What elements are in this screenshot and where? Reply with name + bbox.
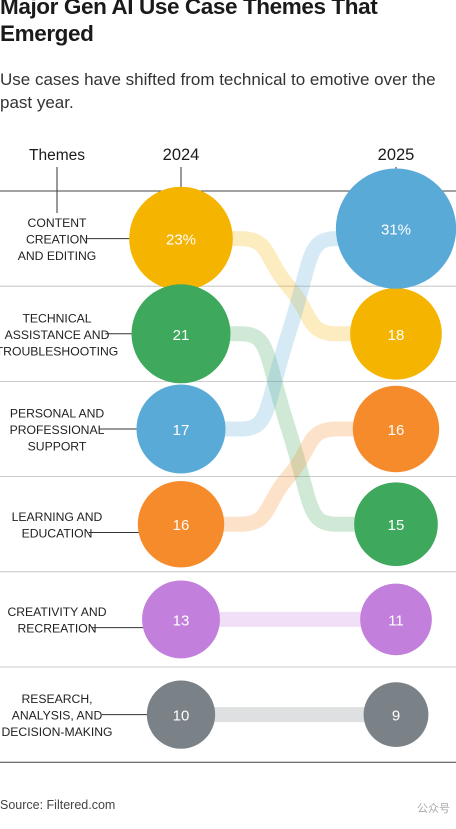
value-2025-content-creation: 18 xyxy=(388,327,405,344)
chart-title: Major Gen AI Use Case Themes That Emerge… xyxy=(0,0,378,46)
value-2024-content-creation: 23% xyxy=(166,232,196,249)
chart-subtitle: Use cases have shifted from technical to… xyxy=(0,70,436,112)
bubble-2025-learning-education xyxy=(352,385,440,473)
watermark: 公众号 xyxy=(417,803,450,815)
value-2025-personal-support: 31% xyxy=(381,222,411,239)
connector-technical-assistance xyxy=(173,326,404,532)
value-2024-learning-education: 16 xyxy=(173,517,190,534)
value-2025-creativity-recreation: 11 xyxy=(388,612,404,629)
value-2024-technical-assistance: 21 xyxy=(173,327,190,344)
row-label-content-creation: CONTENT CREATION AND EDITING xyxy=(18,216,97,263)
value-2025-learning-education: 16 xyxy=(388,422,405,439)
bubble-2024-content-creation xyxy=(129,186,233,291)
row-label-research-analysis: RESEARCH, ANALYSIS, AND DECISION-MAKING xyxy=(1,692,112,739)
bubble-2025-personal-support xyxy=(335,168,456,289)
header-themes: Themes xyxy=(29,147,85,164)
row-label-creativity-recreation: CREATIVITY AND RECREATION xyxy=(7,605,106,636)
row-label-personal-support: PERSONAL AND PROFESSIONAL SUPPORT xyxy=(10,407,105,454)
bubble-2024-creativity-recreation xyxy=(142,580,220,659)
bubble-2024-learning-education xyxy=(137,481,225,568)
connector-personal-support xyxy=(173,231,404,437)
value-2025-technical-assistance: 15 xyxy=(388,517,405,534)
bubble-2024-personal-support xyxy=(136,384,226,474)
header-2024: 2024 xyxy=(163,146,200,164)
row-label-learning-education: LEARNING AND EDUCATION xyxy=(12,510,103,541)
bubble-2025-content-creation xyxy=(350,287,442,380)
bubble-2024-technical-assistance xyxy=(131,284,231,384)
source-note: Source: Filtered.com xyxy=(0,798,116,812)
bubble-2025-technical-assistance xyxy=(354,482,438,567)
header-2025: 2025 xyxy=(378,146,415,164)
value-2024-creativity-recreation: 13 xyxy=(173,612,190,629)
bubble-2025-creativity-recreation xyxy=(360,583,432,656)
value-2025-research-analysis: 9 xyxy=(392,708,400,725)
value-2024-personal-support: 17 xyxy=(173,422,190,439)
bubble-2024-research-analysis xyxy=(146,680,216,749)
value-2024-research-analysis: 10 xyxy=(173,708,190,725)
row-label-technical-assistance: TECHNICAL ASSISTANCE AND TROUBLESHOOTING xyxy=(0,311,118,358)
bubble-2025-research-analysis xyxy=(363,682,429,747)
connector-content-creation xyxy=(173,231,404,342)
connector-learning-education xyxy=(173,421,404,532)
